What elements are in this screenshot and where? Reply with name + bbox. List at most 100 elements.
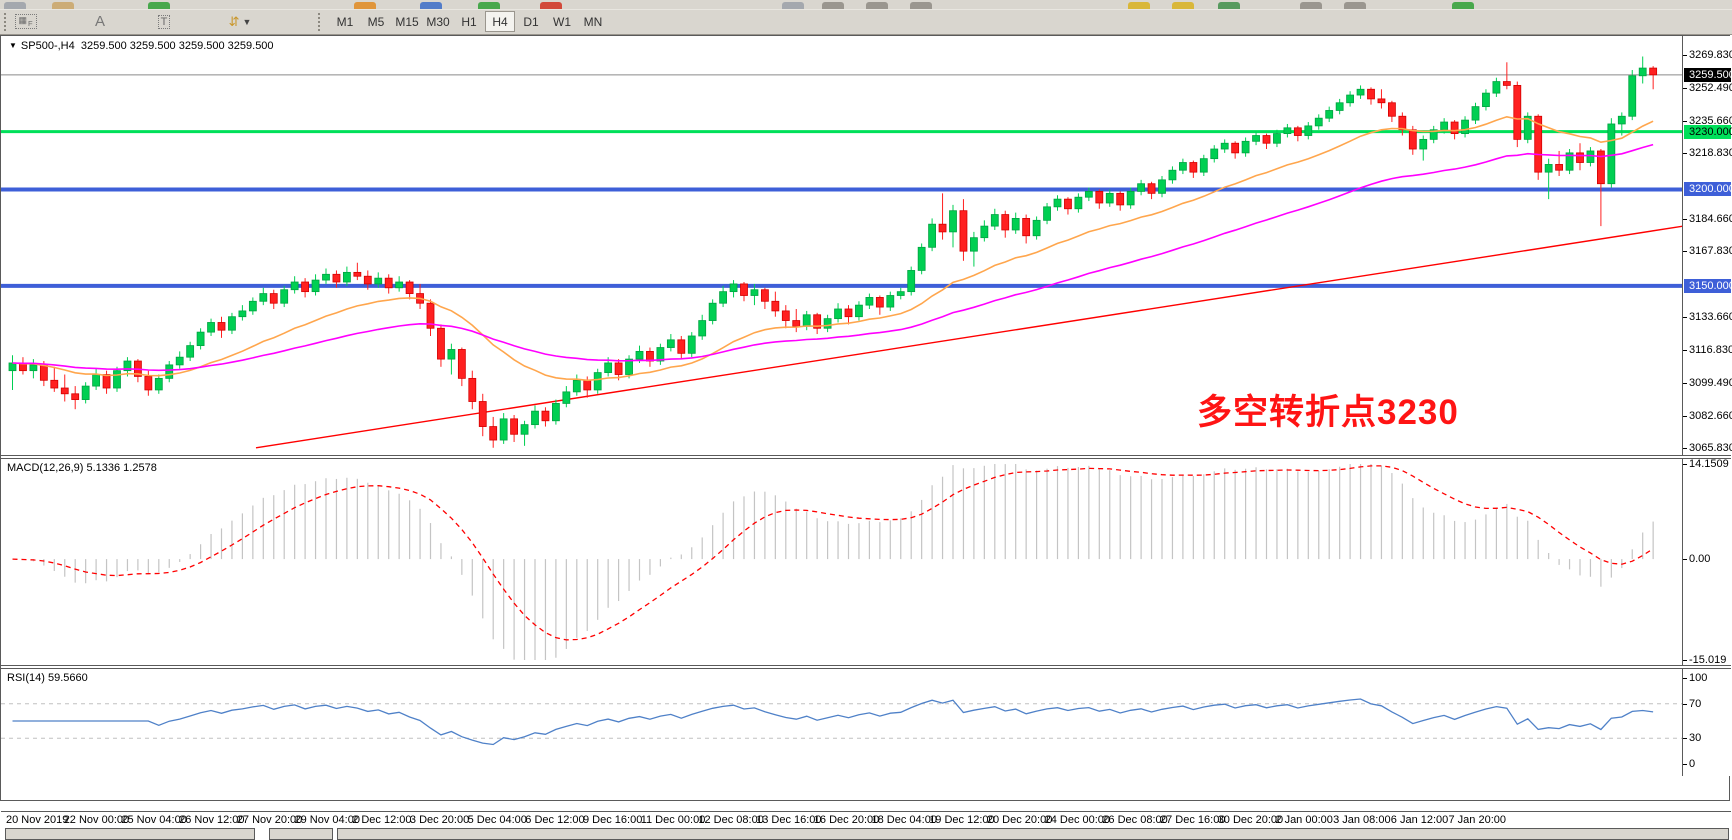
bull-candle[interactable] xyxy=(311,279,320,293)
timeframe-w1[interactable]: W1 xyxy=(553,14,571,29)
zoom-out-icon[interactable] xyxy=(1172,2,1194,9)
bear-candle[interactable] xyxy=(1001,214,1010,231)
profile-icon[interactable] xyxy=(420,2,442,9)
timeframe-m1[interactable]: M1 xyxy=(336,14,354,29)
bull-candle[interactable] xyxy=(1252,135,1260,142)
bear-candle[interactable] xyxy=(1555,164,1563,171)
bear-candle[interactable] xyxy=(102,374,111,389)
timeframe-mn[interactable]: MN xyxy=(583,14,603,29)
bull-candle[interactable] xyxy=(8,362,17,372)
bull-candle[interactable] xyxy=(259,293,268,302)
bear-candle[interactable] xyxy=(269,293,278,304)
bear-candle[interactable] xyxy=(771,300,780,312)
timeframe-m5[interactable]: M5 xyxy=(367,14,385,29)
bull-candle[interactable] xyxy=(1628,75,1637,117)
candles-style-icon[interactable] xyxy=(866,2,888,9)
ema-fast-line[interactable] xyxy=(12,115,1654,382)
rsi-axis[interactable]: 100 70 30 0 xyxy=(1682,669,1732,776)
bull-candle[interactable] xyxy=(1335,102,1344,111)
bull-candle[interactable] xyxy=(1126,191,1135,206)
chart-tab[interactable] xyxy=(269,828,333,840)
bear-candle[interactable] xyxy=(1388,102,1396,117)
bull-candle[interactable] xyxy=(228,316,236,331)
bull-candle[interactable] xyxy=(1492,81,1501,94)
bear-candle[interactable] xyxy=(813,314,822,329)
crosshair-icon[interactable] xyxy=(1344,2,1366,9)
line-style-icon[interactable] xyxy=(910,2,932,9)
bear-candle[interactable] xyxy=(1534,115,1543,173)
bull-candle[interactable] xyxy=(990,214,999,227)
bear-candle[interactable] xyxy=(384,277,393,289)
text-label-icon[interactable]: A xyxy=(94,13,105,30)
bottom-tab-bar[interactable] xyxy=(1,826,1731,840)
bull-candle[interactable] xyxy=(635,350,644,360)
bull-candle[interactable] xyxy=(1179,162,1187,171)
bull-candle[interactable] xyxy=(1158,179,1166,194)
bear-candle[interactable] xyxy=(1398,115,1407,131)
bull-candle[interactable] xyxy=(29,364,38,372)
bull-candle[interactable] xyxy=(802,314,811,327)
bull-candle[interactable] xyxy=(1325,110,1334,119)
bull-candle[interactable] xyxy=(123,360,132,372)
bear-candle[interactable] xyxy=(301,281,310,293)
chart-tab[interactable] xyxy=(337,828,1729,840)
candlestick-plot[interactable] xyxy=(1,36,1682,455)
bull-candle[interactable] xyxy=(1482,92,1490,108)
bear-candle[interactable] xyxy=(1189,162,1198,173)
list-icon[interactable] xyxy=(782,2,804,9)
bull-candle[interactable] xyxy=(1084,191,1093,198)
bear-candle[interactable] xyxy=(938,223,947,233)
bear-candle[interactable] xyxy=(1231,142,1240,154)
bull-candle[interactable] xyxy=(207,322,215,333)
bull-candle[interactable] xyxy=(1210,148,1219,160)
bear-candle[interactable] xyxy=(332,273,341,283)
bear-candle[interactable] xyxy=(1022,218,1031,237)
bull-candle[interactable] xyxy=(238,310,247,318)
bull-candle[interactable] xyxy=(917,246,926,271)
bull-candle[interactable] xyxy=(552,403,560,422)
bear-candle[interactable] xyxy=(677,339,686,354)
bull-candle[interactable] xyxy=(290,281,299,291)
stop-icon[interactable] xyxy=(540,2,562,9)
toolbar-drag-handle[interactable] xyxy=(4,13,10,31)
bull-candle[interactable] xyxy=(1544,164,1553,173)
bull-candle[interactable] xyxy=(708,302,717,321)
timeframe-h1[interactable]: H1 xyxy=(461,14,477,29)
bear-candle[interactable] xyxy=(1513,85,1522,140)
bull-candle[interactable] xyxy=(719,291,727,304)
bear-candle[interactable] xyxy=(457,349,466,379)
panel-separator[interactable] xyxy=(1,455,1731,459)
bear-candle[interactable] xyxy=(1377,98,1386,104)
rsi-panel[interactable]: RSI(14) 59.5660 100 70 30 0 xyxy=(1,669,1732,776)
bull-candle[interactable] xyxy=(1283,127,1292,134)
bull-candle[interactable] xyxy=(980,225,989,239)
bull-candle[interactable] xyxy=(1220,142,1229,150)
bear-candle[interactable] xyxy=(614,362,623,375)
bull-candle[interactable] xyxy=(1032,219,1041,237)
bull-candle[interactable] xyxy=(1523,115,1532,140)
autotrade-icon[interactable] xyxy=(478,2,500,9)
bear-candle[interactable] xyxy=(844,308,853,318)
bull-candle[interactable] xyxy=(1304,125,1313,136)
bull-candle[interactable] xyxy=(280,289,289,304)
tile-windows-icon[interactable] xyxy=(1218,2,1240,9)
bars-style-icon[interactable] xyxy=(822,2,844,9)
bear-candle[interactable] xyxy=(426,302,435,329)
macd-plot[interactable] xyxy=(1,459,1682,665)
bull-candle[interactable] xyxy=(395,281,404,289)
bear-candle[interactable] xyxy=(510,418,519,435)
bear-candle[interactable] xyxy=(1450,121,1459,134)
price-axis[interactable]: 3269.830 3252.490 3235.660 3218.830 3184.660… xyxy=(1682,36,1732,455)
bull-candle[interactable] xyxy=(1011,218,1020,231)
bear-candle[interactable] xyxy=(1367,88,1375,100)
bear-candle[interactable] xyxy=(39,364,48,381)
timeframe-d1[interactable]: D1 xyxy=(523,14,539,29)
bull-candle[interactable] xyxy=(1419,138,1428,150)
bull-candle[interactable] xyxy=(1346,94,1354,104)
bear-candle[interactable] xyxy=(1147,183,1156,194)
bull-candle[interactable] xyxy=(604,362,613,373)
bull-candle[interactable] xyxy=(1273,133,1281,144)
bear-candle[interactable] xyxy=(1293,127,1302,136)
bull-candle[interactable] xyxy=(165,364,174,379)
bear-candle[interactable] xyxy=(50,379,59,389)
